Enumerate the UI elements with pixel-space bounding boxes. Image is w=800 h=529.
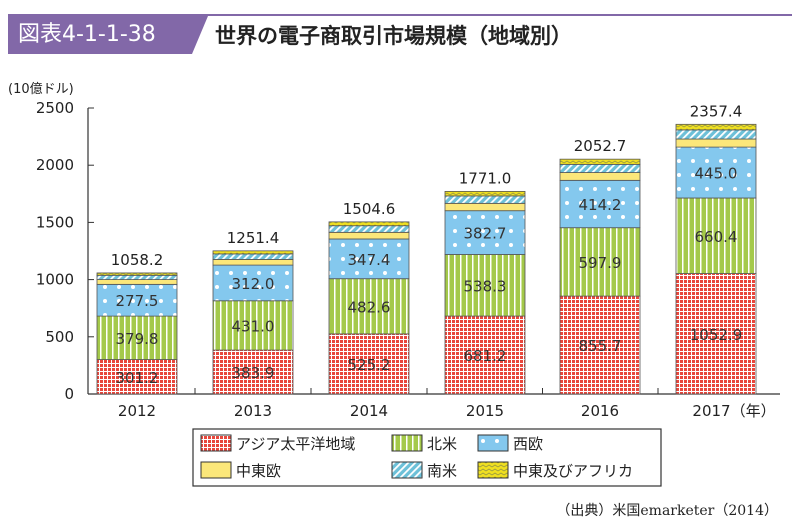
legend-swatch-0	[200, 434, 232, 452]
data-label: 382.7	[464, 225, 507, 243]
bar-segment-5	[212, 250, 294, 255]
x-tick-label: 2012	[118, 402, 156, 420]
bar-segment-3	[675, 138, 757, 148]
bar-segment-0	[328, 333, 410, 395]
data-label: 525.2	[348, 356, 391, 374]
bar-segment-2	[444, 210, 526, 255]
bar-segment-4	[212, 253, 294, 260]
header-rule	[8, 14, 792, 16]
data-label: 383.9	[232, 364, 275, 382]
legend-box	[192, 428, 662, 487]
legend-label: 南米	[427, 462, 457, 480]
x-tick-label: 2015	[466, 402, 504, 420]
total-label: 1504.6	[343, 200, 396, 218]
x-tick-label: 2017（年）	[692, 402, 775, 420]
total-label: 1771.0	[459, 169, 512, 187]
data-label: 277.5	[116, 292, 159, 310]
source-note: （出典）米国emarketer（2014）	[556, 503, 778, 519]
data-label: 379.8	[116, 330, 159, 348]
bar-segment-4	[96, 274, 178, 280]
total-label: 1058.2	[111, 251, 164, 269]
y-axis-unit-label: (10億ドル)	[8, 82, 74, 97]
y-tick-label: 2000	[36, 156, 74, 174]
legend-label: 中東及びアフリカ	[513, 462, 633, 480]
x-tick-label: 2014	[350, 402, 388, 420]
data-label: 445.0	[695, 165, 738, 183]
data-label: 431.0	[232, 317, 275, 335]
bar-segment-4	[675, 129, 757, 140]
bar-segment-2	[328, 238, 410, 280]
bar-segment-3	[212, 259, 294, 266]
bar-segment-4	[328, 225, 410, 233]
y-tick-label: 1500	[36, 213, 74, 231]
bar-segment-2	[559, 179, 641, 229]
data-label: 482.6	[348, 298, 391, 316]
data-label: 414.2	[579, 196, 622, 214]
data-label: 347.4	[348, 251, 391, 269]
bar-segment-3	[96, 279, 178, 285]
bar-segment-2	[212, 264, 294, 302]
bar-segment-3	[559, 172, 641, 181]
data-label: 681.2	[464, 347, 507, 365]
legend-label: 中東欧	[236, 462, 281, 480]
total-label: 2052.7	[574, 137, 627, 155]
y-tick-label: 500	[45, 328, 74, 346]
x-tick-label: 2013	[234, 402, 272, 420]
bar-segment-5	[444, 190, 526, 197]
legend-label: 北米	[427, 435, 457, 453]
data-label: 597.9	[579, 254, 622, 272]
data-label: 312.0	[232, 275, 275, 293]
bar-segment-1	[212, 300, 294, 351]
legend-swatch-2	[477, 434, 509, 452]
figure-number: 図表4-1-1-38	[18, 22, 156, 47]
data-label: 301.2	[116, 369, 159, 387]
bar-segment-5	[675, 123, 757, 131]
legend-swatch-5	[477, 461, 509, 479]
data-label: 538.3	[464, 277, 507, 295]
y-tick-label: 0	[64, 385, 74, 403]
bar-segment-0	[559, 295, 641, 395]
chart-title: 世界の電子商取引市場規模（地域別）	[215, 24, 572, 48]
bar-segment-3	[328, 231, 410, 240]
total-label: 2357.4	[690, 102, 743, 120]
bar-segment-1	[328, 278, 410, 335]
legend-swatch-4	[391, 461, 423, 479]
x-tick-label: 2016	[581, 402, 619, 420]
legend-swatch-1	[391, 434, 423, 452]
bar-segment-5	[328, 221, 410, 227]
total-label: 1251.4	[227, 229, 280, 247]
bar-segment-1	[96, 315, 178, 360]
bar-segment-4	[559, 163, 641, 173]
bar-segment-5	[96, 272, 178, 276]
y-tick-label: 2500	[36, 99, 74, 117]
data-label: 855.7	[579, 337, 622, 355]
bar-segment-5	[559, 158, 641, 165]
y-tick-label: 1000	[36, 271, 74, 289]
data-label: 660.4	[695, 228, 738, 246]
bar-segment-0	[444, 315, 526, 395]
bar-segment-2	[675, 146, 757, 199]
bar-segment-1	[559, 227, 641, 297]
bar-segment-1	[675, 197, 757, 274]
legend-label: アジア太平洋地域	[236, 435, 355, 453]
bar-segment-4	[444, 195, 526, 204]
legend-label: 西欧	[513, 435, 543, 453]
bar-segment-3	[444, 202, 526, 212]
bar-segment-0	[96, 359, 178, 395]
legend-swatch-3	[200, 461, 232, 479]
data-label: 1052.9	[690, 326, 743, 344]
figure-number-band	[8, 16, 208, 54]
bar-segment-0	[675, 273, 757, 395]
